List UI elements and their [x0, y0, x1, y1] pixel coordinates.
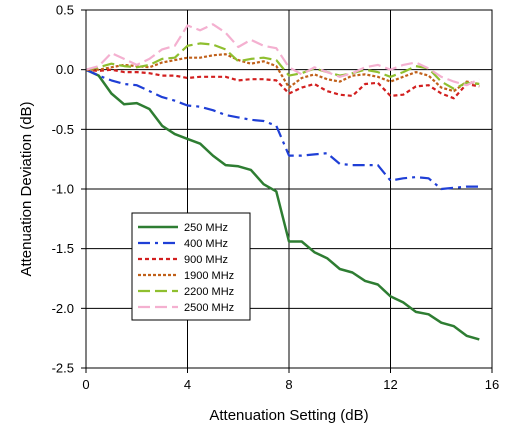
x-tick-label: 16: [485, 377, 499, 392]
y-tick-label: 0.0: [56, 62, 74, 77]
legend-label-3: 1900 MHz: [184, 270, 234, 282]
x-tick-label: 8: [285, 377, 292, 392]
legend-box: [131, 212, 251, 321]
legend-label-1: 400 MHz: [184, 238, 228, 250]
x-axis-label: Attenuation Setting (dB): [209, 407, 368, 424]
series-line-0: [85, 68, 480, 341]
y-axis-label: Attenuation Deviation (dB): [18, 101, 35, 276]
legend-label-0: 250 MHz: [184, 222, 228, 234]
y-tick-label: -1.0: [52, 182, 74, 197]
x-tick-label: 0: [82, 377, 89, 392]
x-tick-label: 12: [383, 377, 397, 392]
legend: 250 MHz 400 MHz 900 MHz 1900 MHz 2200 MHz 250…: [131, 212, 251, 321]
series-line-3: [86, 53, 480, 93]
series-line-1: [85, 68, 480, 191]
axis-ticks: 0 4 8 12 16 0.5 0.0 -0.5 -1.0 -1.5 -2.0 -2.5: [52, 3, 500, 393]
y-tick-label: -1.5: [52, 241, 74, 256]
legend-label-2: 900 MHz: [184, 254, 228, 266]
y-tick-label: -2.0: [52, 301, 74, 316]
y-tick-label: -2.5: [52, 361, 74, 376]
legend-label-4: 2200 MHz: [184, 286, 234, 298]
series-lines: [85, 23, 480, 341]
legend-label-5: 2500 MHz: [184, 302, 234, 314]
series-line-2: [85, 68, 480, 100]
series-line-4: [85, 42, 480, 90]
plot-border: [85, 9, 493, 369]
y-tick-label: -0.5: [52, 122, 74, 137]
series-line-5: [85, 23, 480, 87]
y-tick-label: 0.5: [56, 3, 74, 18]
x-tick-label: 4: [184, 377, 191, 392]
